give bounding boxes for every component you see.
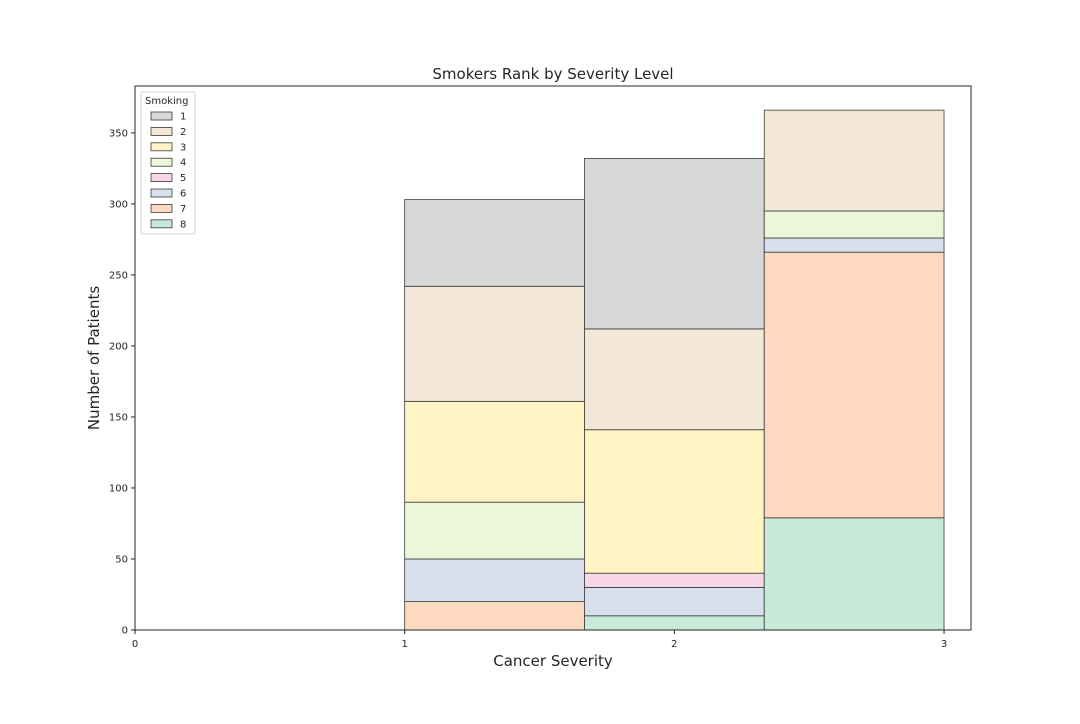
- x-tick-label: 3: [941, 639, 947, 650]
- legend-swatch-4: [150, 157, 173, 167]
- legend-label-5: 5: [180, 173, 186, 184]
- legend-label-7: 7: [180, 204, 186, 215]
- legend-swatch-5: [150, 173, 173, 183]
- y-tick-label: 0: [122, 626, 128, 637]
- legend-label-3: 3: [180, 142, 186, 153]
- bar-segment-smoking-1-bin-1: [404, 199, 585, 287]
- x-axis-label: Cancer Severity: [493, 652, 613, 670]
- bar-segment-smoking-5-bin-2: [584, 572, 765, 588]
- legend-swatch-2: [150, 127, 173, 136]
- legend-title: Smoking: [145, 96, 188, 107]
- legend-items: 1 2 3 4 5 6 7 8: [150, 111, 186, 230]
- bars-layer: [404, 109, 945, 631]
- legend: Smoking 1 2 3 4 5 6 7 8: [140, 91, 196, 235]
- bar-segment-smoking-2-bin-3: [763, 109, 945, 212]
- legend-swatch-6: [150, 188, 173, 198]
- y-tick-label: 150: [109, 412, 128, 423]
- bar-segment-smoking-4-bin-1: [404, 501, 585, 560]
- x-tick-label: 0: [132, 639, 138, 650]
- bar-segment-smoking-2-bin-2: [584, 328, 765, 431]
- y-axis-label: Number of Patients: [85, 286, 103, 430]
- chart-title: Smokers Rank by Severity Level: [432, 65, 673, 83]
- y-tick-label: 300: [109, 199, 128, 210]
- legend-label-8: 8: [180, 219, 186, 230]
- bar-segment-smoking-3-bin-2: [584, 429, 765, 574]
- legend-label-2: 2: [180, 127, 186, 138]
- y-tick-label: 50: [115, 554, 128, 565]
- x-tick-label: 2: [671, 639, 677, 650]
- plot-frame: [134, 85, 972, 631]
- bar-segment-smoking-4-bin-3: [763, 210, 945, 239]
- bar-segment-smoking-6-bin-2: [584, 586, 765, 617]
- x-tick-label: 1: [401, 639, 407, 650]
- legend-swatch-3: [150, 142, 173, 152]
- bar-segment-smoking-8-bin-3: [763, 517, 945, 631]
- x-axis: 0 1 2 3: [132, 630, 947, 650]
- legend-swatch-7: [150, 203, 173, 213]
- bar-segment-smoking-8-bin-2: [584, 615, 765, 631]
- bar-segment-smoking-6-bin-1: [404, 558, 585, 602]
- bar-segment-smoking-1-bin-2: [584, 158, 765, 330]
- y-tick-label: 250: [109, 270, 128, 281]
- y-tick-label: 350: [109, 128, 128, 139]
- legend-label-6: 6: [180, 189, 186, 200]
- y-tick-label: 100: [109, 483, 128, 494]
- bar-segment-smoking-6-bin-3: [763, 237, 945, 253]
- y-tick-label: 200: [109, 341, 128, 352]
- legend-swatch-8: [150, 219, 173, 229]
- bar-segment-smoking-3-bin-1: [404, 400, 585, 503]
- bar-segment-smoking-7-bin-3: [763, 251, 945, 519]
- legend-label-1: 1: [180, 112, 186, 123]
- legend-swatch-1: [150, 111, 173, 121]
- legend-label-4: 4: [180, 158, 186, 169]
- y-axis: 0 50 100 150 200 250 300 350: [109, 128, 135, 637]
- bar-segment-smoking-2-bin-1: [404, 285, 585, 402]
- bar-segment-smoking-7-bin-1: [404, 601, 585, 631]
